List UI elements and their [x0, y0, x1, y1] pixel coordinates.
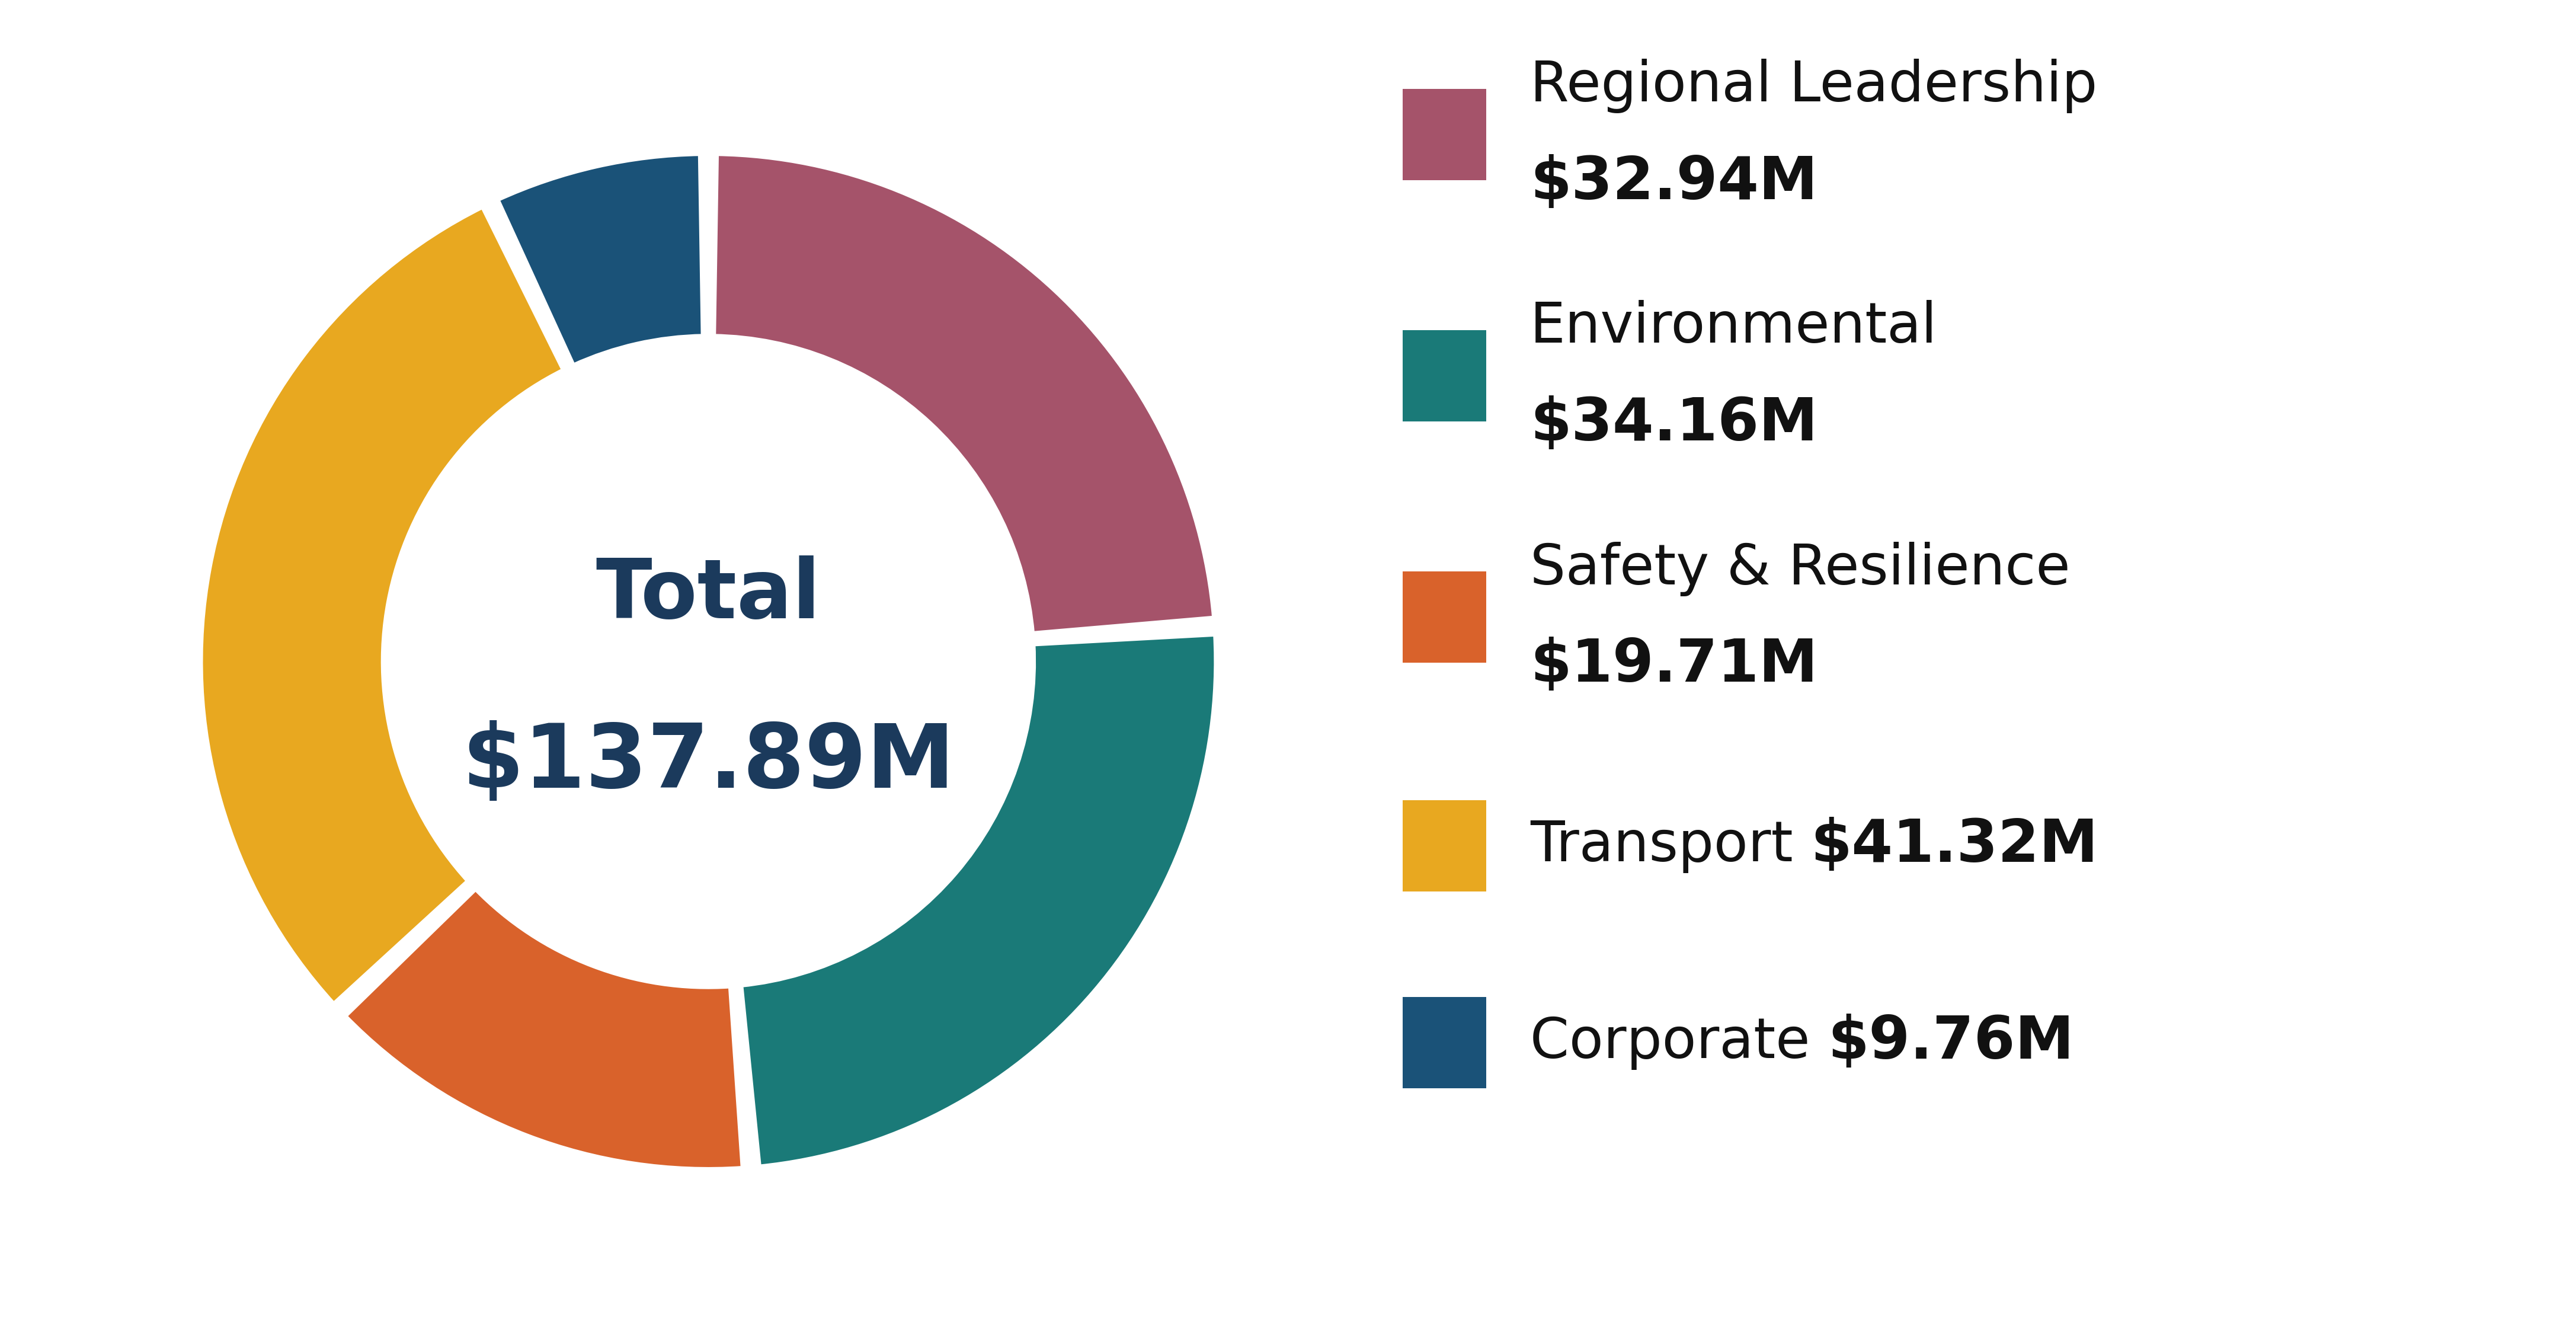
Bar	[1401, 89, 1486, 180]
Bar	[1401, 800, 1486, 892]
Bar	[1401, 329, 1486, 422]
Wedge shape	[201, 206, 564, 1004]
Text: $19.71M: $19.71M	[1530, 636, 1819, 695]
Wedge shape	[497, 153, 703, 366]
Text: Corporate: Corporate	[1530, 1015, 1829, 1070]
Wedge shape	[345, 889, 742, 1170]
Text: $9.76M: $9.76M	[1829, 1013, 2074, 1072]
Text: Environmental: Environmental	[1530, 300, 1937, 355]
Bar	[1401, 572, 1486, 663]
Text: $137.89M: $137.89M	[461, 720, 956, 806]
Wedge shape	[714, 153, 1213, 634]
Text: Total: Total	[595, 556, 822, 635]
Text: Regional Leadership: Regional Leadership	[1530, 60, 2097, 114]
Text: $32.94M: $32.94M	[1530, 153, 1819, 212]
Text: $34.16M: $34.16M	[1530, 396, 1819, 452]
Bar	[1401, 996, 1486, 1089]
Wedge shape	[742, 634, 1216, 1167]
Text: Transport: Transport	[1530, 819, 1811, 873]
Text: $41.32M: $41.32M	[1811, 816, 2099, 875]
Text: Safety & Resilience: Safety & Resilience	[1530, 541, 2071, 597]
